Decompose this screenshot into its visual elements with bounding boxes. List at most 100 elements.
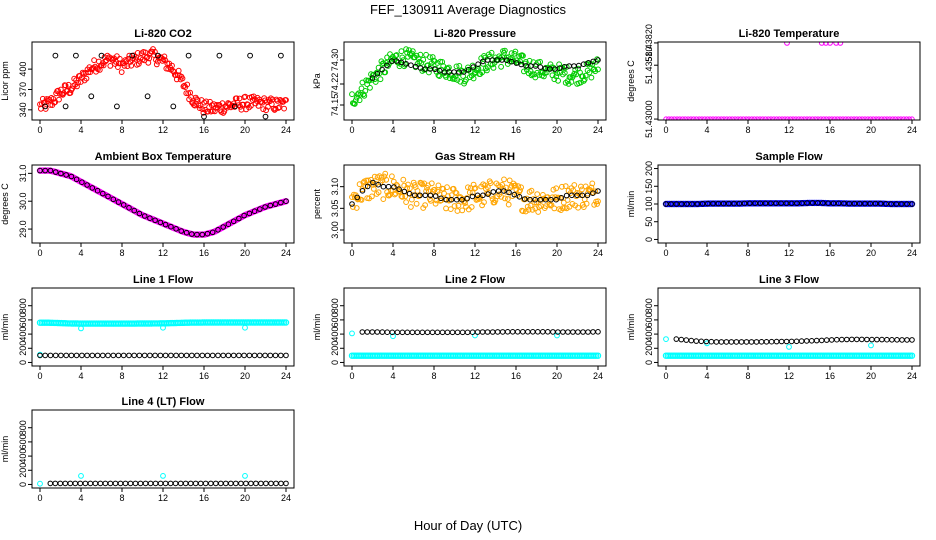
data-point — [199, 231, 206, 238]
data-point — [122, 57, 129, 63]
data-point — [579, 192, 586, 199]
data-point — [504, 329, 511, 335]
data-point — [398, 48, 405, 55]
data-point — [898, 116, 904, 120]
data-point — [856, 200, 863, 207]
data-point — [350, 204, 356, 210]
x-tick-label: 4 — [78, 493, 83, 503]
y-tick-label: 800 — [18, 420, 28, 435]
data-point — [804, 116, 810, 120]
data-point — [455, 202, 462, 209]
data-point — [443, 74, 449, 80]
data-point — [451, 69, 457, 75]
x-axis-line1: 0 4 8 12 16 20 24 — [37, 366, 291, 381]
data-point — [827, 42, 833, 46]
y-tick-label: 200 — [18, 463, 28, 478]
y-tick-label: 3.05 — [330, 200, 340, 218]
data-point — [462, 200, 468, 207]
data-point — [202, 480, 209, 487]
data-point — [408, 62, 414, 68]
data-point — [409, 192, 416, 199]
plot-area-co2 — [37, 46, 289, 120]
data-point — [548, 202, 555, 208]
y-tick-label: 51.43820 — [644, 24, 654, 62]
data-point — [384, 54, 391, 61]
data-point — [548, 196, 554, 203]
data-point — [851, 116, 857, 120]
data-point — [47, 480, 54, 487]
data-point — [194, 231, 200, 238]
data-point — [223, 480, 229, 487]
data-point — [63, 352, 69, 359]
data-point — [846, 200, 853, 207]
data-point — [843, 116, 849, 120]
data-point — [257, 206, 263, 212]
x-tick-label: 24 — [593, 125, 603, 135]
data-point — [504, 57, 510, 64]
data-point — [366, 77, 373, 84]
data-point — [359, 188, 366, 194]
data-point — [431, 186, 438, 193]
data-point — [484, 64, 491, 71]
panel-title-sample: Sample Flow — [755, 151, 823, 163]
data-point — [526, 57, 533, 64]
x-tick-label: 20 — [240, 493, 250, 503]
data-point — [356, 97, 363, 104]
data-point — [484, 329, 491, 335]
panel-title-line3: Line 3 Flow — [759, 274, 819, 286]
data-point — [460, 73, 467, 79]
data-point — [487, 180, 494, 187]
data-point — [773, 200, 779, 207]
series-temperature-magenta-1 — [784, 42, 844, 46]
data-point — [272, 201, 279, 207]
y-tick-label: 370 — [18, 82, 28, 97]
y-tick-label: 340 — [18, 102, 28, 117]
data-point — [179, 75, 186, 82]
data-point — [877, 200, 884, 207]
data-point — [793, 338, 800, 345]
data-point — [525, 329, 531, 335]
data-point — [52, 169, 59, 175]
data-point — [278, 480, 284, 487]
x-axis-line4: 0 4 8 12 16 20 24 — [37, 488, 291, 503]
data-point — [823, 337, 830, 343]
data-point — [823, 116, 829, 120]
data-point — [162, 221, 169, 228]
data-point — [874, 336, 880, 343]
data-point — [474, 329, 481, 335]
data-point — [757, 116, 763, 120]
data-point — [741, 200, 748, 207]
y-axis-rh: 3.00 3.05 3.10 — [330, 178, 344, 239]
data-point — [183, 90, 190, 97]
data-point — [903, 116, 910, 120]
data-point — [265, 104, 271, 110]
data-point — [699, 201, 706, 207]
data-point — [848, 116, 854, 120]
data-point — [762, 200, 769, 207]
data-point — [115, 199, 122, 205]
data-point — [595, 57, 601, 63]
x-tick-label: 24 — [593, 371, 603, 381]
data-point — [141, 213, 148, 219]
y-tick-label: 0 — [330, 360, 340, 365]
data-point — [144, 93, 151, 100]
data-point — [668, 116, 675, 120]
data-point — [449, 329, 456, 336]
data-point — [247, 52, 254, 59]
data-point — [869, 336, 875, 343]
data-point — [443, 205, 449, 212]
y-tick-label: 150 — [644, 179, 654, 194]
data-point — [479, 329, 486, 335]
data-point — [837, 116, 843, 120]
y-tick-label: 0 — [644, 360, 654, 365]
data-point — [713, 339, 720, 345]
data-point — [748, 339, 755, 345]
data-point — [389, 173, 395, 180]
data-point — [453, 63, 460, 70]
plot-area-line1 — [36, 319, 290, 359]
data-point — [408, 196, 415, 203]
data-point — [84, 352, 90, 359]
